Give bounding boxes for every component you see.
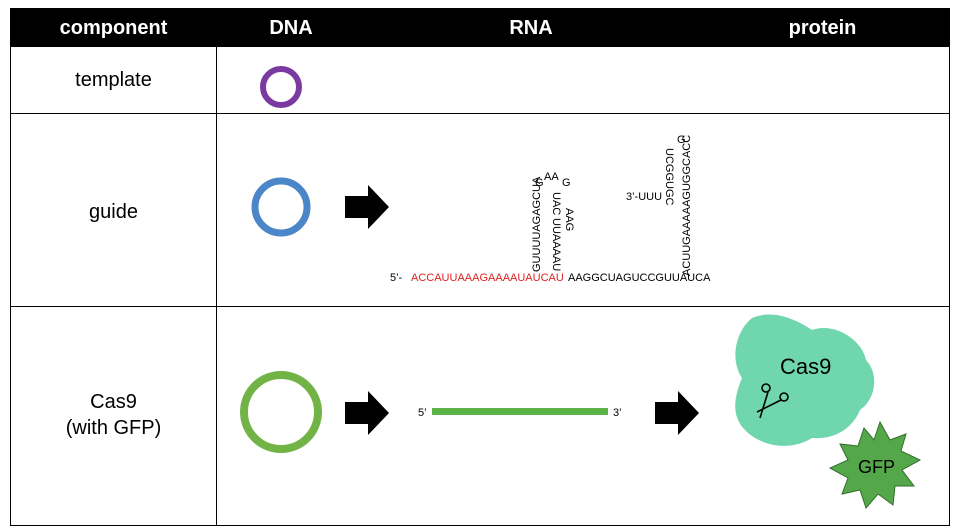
- row-label-template: template: [75, 69, 152, 91]
- guide-plasmid-icon: [251, 177, 311, 237]
- grna-stem-left-top: G: [535, 177, 544, 189]
- cas9-protein-label: Cas9: [780, 354, 831, 379]
- cas9-protein-shape: [735, 314, 875, 446]
- grna-five-prime: 5’-: [390, 272, 403, 284]
- row-divider: [11, 113, 949, 114]
- grna-stem-right-a: UAC: [550, 192, 562, 215]
- header-rna: RNA: [509, 17, 553, 39]
- guide-rna-structure: 5’- ACCAUUAAAGAAAAUAUCAU AAGGCUAGUCCGUUA…: [390, 134, 711, 284]
- grna-hairpin-up: ACUUGAAAAAGUGGCACC: [681, 135, 693, 276]
- column-divider: [216, 47, 217, 525]
- scissors-icon: [756, 383, 789, 419]
- header-dna: DNA: [269, 17, 313, 39]
- grna-hairpin-top: G: [677, 134, 686, 146]
- grna-stem-left: GUUUUAGAGCUA: [531, 176, 543, 272]
- arrow-icon: [655, 391, 699, 435]
- grna-loop-g: G: [562, 177, 571, 189]
- cas9-plasmid-icon: [240, 371, 322, 453]
- grna-linker: AAGGCUAGUCCGUUAUCA: [568, 272, 711, 284]
- gfp-label: GFP: [858, 457, 895, 477]
- row-divider: [11, 306, 949, 307]
- row-label-cas9-sub: (with GFP): [65, 417, 162, 439]
- row-label-cas9: Cas9: [90, 391, 137, 413]
- mrna-bar: [432, 408, 608, 415]
- header-component: component: [59, 17, 168, 39]
- grna-spacer: ACCAUUAAAGAAAAUAUCAU: [411, 272, 564, 284]
- template-plasmid-icon: [260, 66, 302, 108]
- grna-three-prime: 3’-UUU: [626, 191, 662, 203]
- grna-hairpin-down: UCGGUGC: [663, 148, 675, 206]
- mrna-five-prime: 5’: [418, 407, 427, 419]
- grna-loop-aa: AA: [544, 171, 559, 183]
- component-table: component DNA RNA protein template guide…: [10, 8, 950, 526]
- row-label-guide: guide: [89, 201, 138, 223]
- arrow-icon: [345, 185, 389, 229]
- gfp-star-shape: [828, 420, 922, 509]
- grna-bulge: AAG: [563, 208, 575, 231]
- header-protein: protein: [788, 17, 857, 39]
- grna-stem-right-b: UUAAAAU: [550, 218, 562, 271]
- mrna-three-prime: 3’: [613, 407, 622, 419]
- table-header: component DNA RNA protein: [11, 9, 949, 47]
- arrow-icon: [345, 391, 389, 435]
